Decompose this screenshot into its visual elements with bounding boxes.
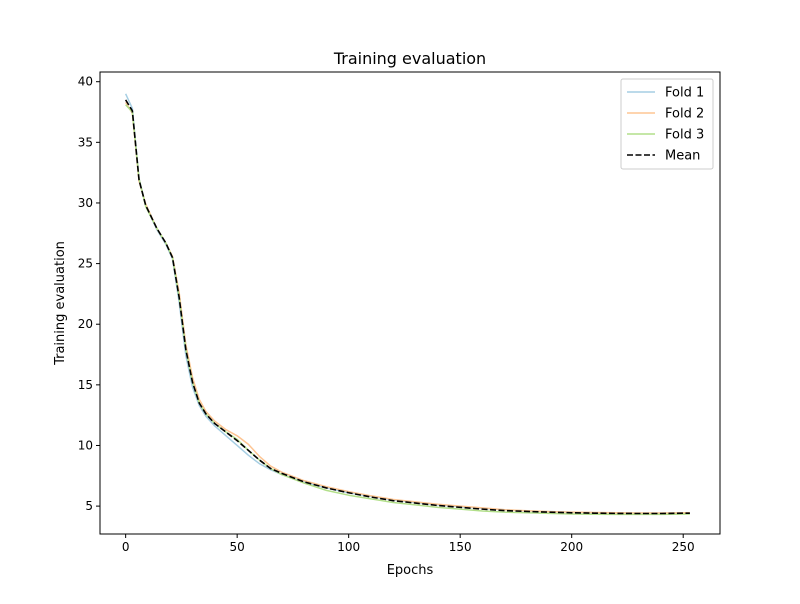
series-group	[124, 93, 690, 516]
y-tick-label: 35	[78, 135, 93, 149]
x-tick-label: 200	[560, 540, 583, 554]
y-tick-label: 30	[78, 196, 93, 210]
x-tick-label: 0	[122, 540, 130, 554]
legend-label-fold-2: Fold 2	[665, 107, 704, 122]
x-axis-label: Epochs	[387, 563, 434, 578]
y-axis-label: Training evaluation	[53, 241, 68, 366]
x-tick-label: 100	[337, 540, 360, 554]
y-tick-label: 5	[85, 499, 93, 513]
plot-area-frame	[99, 71, 721, 535]
axes-group: 0 50 100 150 200 250 5 10 15 20 25 30 35 40	[78, 71, 721, 554]
y-tick-label: 25	[78, 257, 93, 271]
y-tick-label: 15	[78, 378, 93, 392]
x-tick-label: 150	[449, 540, 472, 554]
y-tick-label: 20	[78, 317, 93, 331]
legend-label-fold-3: Fold 3	[665, 128, 704, 143]
legend-box	[620, 78, 714, 170]
legend-label-mean: Mean	[665, 149, 700, 164]
legend: Fold 1 Fold 2 Fold 3 Mean	[620, 78, 714, 170]
x-tick-label: 250	[672, 540, 695, 554]
chart-title: Training evaluation	[333, 49, 486, 68]
series-line-mean	[124, 99, 690, 515]
y-tick-label: 10	[78, 438, 93, 452]
y-tick-label: 40	[78, 75, 93, 89]
legend-label-fold-1: Fold 1	[665, 86, 704, 101]
x-tick-label: 50	[230, 540, 245, 554]
